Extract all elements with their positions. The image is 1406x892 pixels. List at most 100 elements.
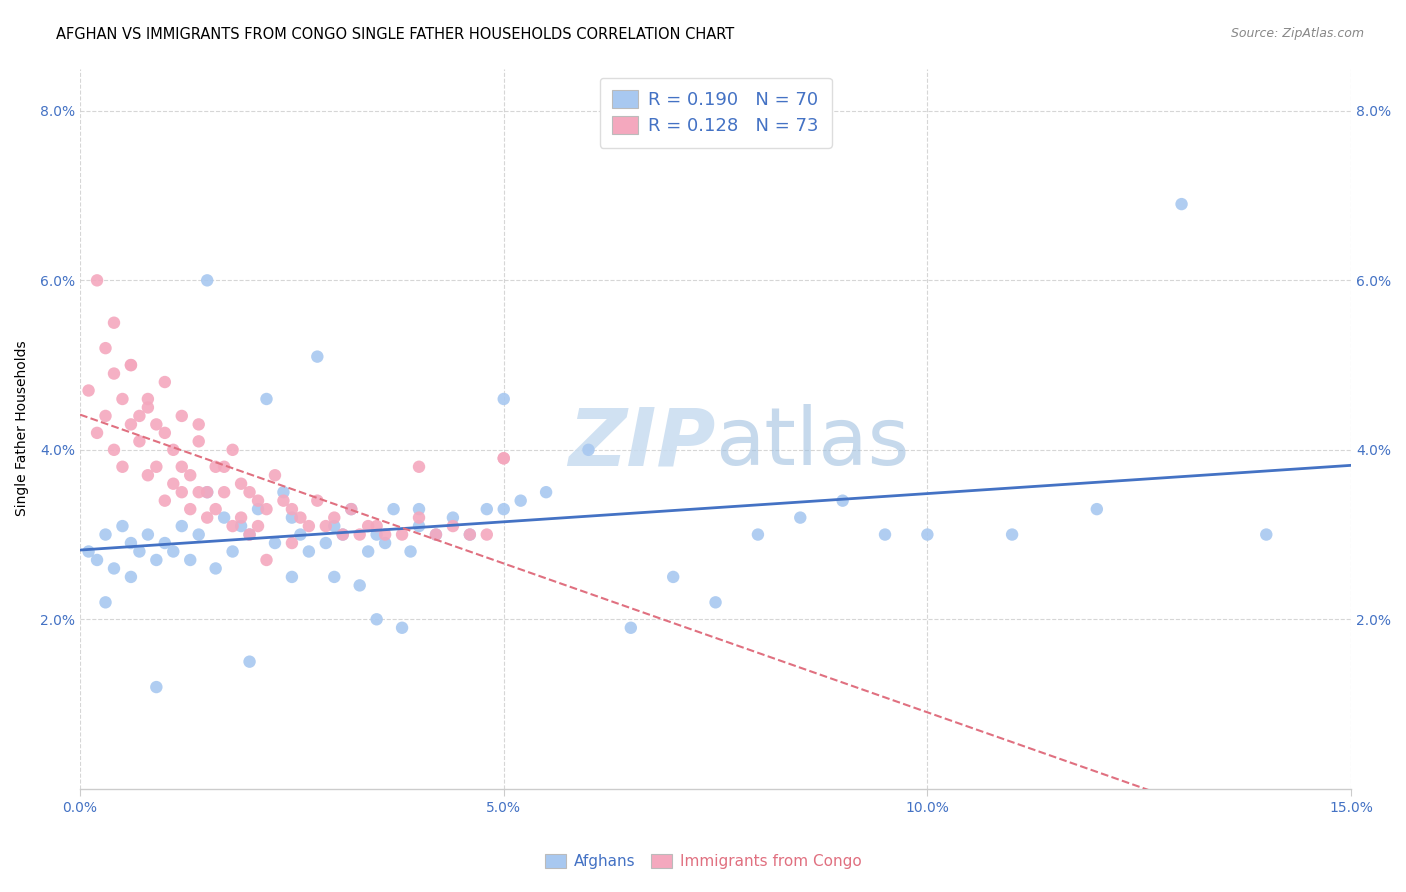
Point [136,401,159,415]
Point [273,485,295,500]
Point [136,392,159,406]
Point [187,527,209,541]
Point [120,358,142,372]
Point [153,536,176,550]
Legend: Afghans, Immigrants from Congo: Afghans, Immigrants from Congo [538,847,868,875]
Point [94,595,117,609]
Point [229,476,252,491]
Point [256,392,278,406]
Point [103,442,125,457]
Point [290,510,312,524]
Point [179,553,201,567]
Point [77,384,100,398]
Point [229,510,252,524]
Point [103,316,125,330]
Point [221,519,243,533]
Point [509,493,531,508]
Text: atlas: atlas [716,404,910,482]
Point [128,434,150,449]
Point [704,595,727,609]
Point [247,502,270,516]
Point [238,485,260,500]
Point [264,536,287,550]
Point [229,519,252,533]
Y-axis label: Single Father Households: Single Father Households [15,341,30,516]
Point [77,544,100,558]
Point [273,493,295,508]
Point [873,527,896,541]
Point [281,570,304,584]
Point [391,621,413,635]
Point [170,459,193,474]
Point [111,519,134,533]
Point [212,459,235,474]
Point [204,459,226,474]
Point [340,502,363,516]
Point [212,510,235,524]
Point [917,527,939,541]
Point [103,561,125,575]
Point [86,425,108,440]
Point [195,485,218,500]
Point [492,502,515,516]
Point [492,392,515,406]
Point [620,621,643,635]
Point [475,502,498,516]
Point [86,273,108,287]
Point [204,561,226,575]
Point [441,510,464,524]
Point [153,375,176,389]
Point [247,493,270,508]
Point [111,459,134,474]
Point [534,485,557,500]
Point [256,553,278,567]
Point [145,553,167,567]
Point [162,544,184,558]
Point [170,409,193,423]
Point [221,544,243,558]
Point [492,451,515,466]
Point [195,273,218,287]
Point [195,485,218,500]
Point [120,417,142,432]
Point [399,544,422,558]
Point [187,434,209,449]
Point [408,459,430,474]
Point [315,536,337,550]
Point [187,485,209,500]
Point [408,510,430,524]
Point [195,510,218,524]
Legend: R = 0.190   N = 70, R = 0.128   N = 73: R = 0.190 N = 70, R = 0.128 N = 73 [599,78,831,148]
Point [1170,197,1192,211]
Text: ZIP: ZIP [568,404,716,482]
Point [153,493,176,508]
Point [247,519,270,533]
Point [323,510,346,524]
Point [340,502,363,516]
Point [212,485,235,500]
Point [145,417,167,432]
Point [120,358,142,372]
Point [315,519,337,533]
Point [789,510,811,524]
Point [128,544,150,558]
Point [357,544,380,558]
Point [136,527,159,541]
Point [408,502,430,516]
Point [374,527,396,541]
Point [86,553,108,567]
Point [408,519,430,533]
Point [366,519,388,533]
Text: Source: ZipAtlas.com: Source: ZipAtlas.com [1230,27,1364,40]
Point [120,536,142,550]
Point [357,519,380,533]
Point [662,570,685,584]
Point [298,519,321,533]
Point [382,502,405,516]
Point [307,493,329,508]
Point [349,527,371,541]
Point [170,485,193,500]
Point [256,502,278,516]
Point [332,527,354,541]
Point [1001,527,1024,541]
